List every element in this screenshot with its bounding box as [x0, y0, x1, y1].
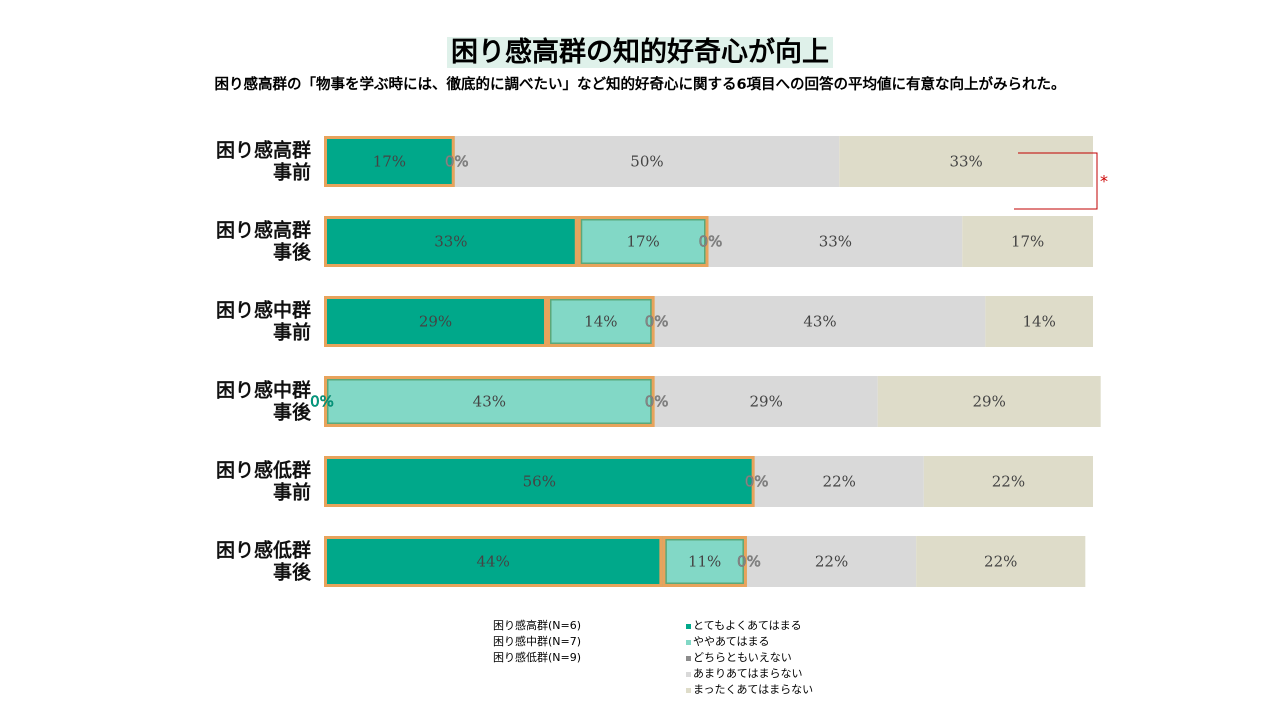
- legend-entry: あまりあてはまらない: [686, 666, 813, 682]
- zero-data-label: 0%: [699, 233, 723, 251]
- bar-segment-border: [324, 136, 455, 187]
- row-label-timing: 事後: [273, 241, 312, 264]
- legend-swatch: [686, 671, 691, 677]
- data-label: 17%: [626, 233, 659, 251]
- data-label: 56%: [523, 473, 556, 491]
- row-label-group: 困り感高群: [216, 139, 311, 162]
- zero-data-label: 0%: [645, 313, 669, 331]
- data-label: 11%: [688, 553, 721, 571]
- response-legend: とてもよくあてはまる ややあてはまるどちらともいえない あまりあてはまらない まったく…: [686, 618, 813, 698]
- legend-label: とてもよくあてはまる: [693, 619, 802, 632]
- bar-segment-inner-border: [326, 378, 653, 425]
- legend-label: どちらともいえない: [693, 651, 792, 664]
- data-label: 50%: [630, 153, 663, 171]
- row-label-timing: 事前: [273, 481, 311, 504]
- bar-segment: [324, 376, 655, 427]
- row-label-timing: 事前: [273, 161, 311, 184]
- data-label: 33%: [819, 233, 852, 251]
- bar-segment: [916, 536, 1086, 587]
- bar-segment: [324, 136, 455, 187]
- legend-swatch: [686, 639, 691, 645]
- legend-swatch: [686, 687, 691, 693]
- significance-bracket: [1014, 152, 1098, 210]
- zero-data-label: 0%: [445, 153, 469, 171]
- data-label: 29%: [419, 313, 452, 331]
- data-label: 14%: [584, 313, 617, 331]
- row-label-group: 困り感高群: [216, 219, 311, 242]
- bar-segment: [577, 216, 709, 267]
- data-label: 22%: [815, 553, 848, 571]
- bar-segment: [662, 536, 747, 587]
- bar-segment: [839, 136, 1093, 187]
- bar-segment: [962, 216, 1093, 267]
- bar-segment: [654, 296, 986, 347]
- chart-title: 困り感高群の知的好奇心が向上: [0, 30, 1280, 69]
- bar-segment: [324, 296, 548, 347]
- bar-segment: [985, 296, 1093, 347]
- bar-segment: [454, 136, 840, 187]
- bar-segment: [923, 456, 1093, 507]
- legend-swatch: [686, 655, 691, 661]
- data-label: 43%: [803, 313, 836, 331]
- data-label: 22%: [992, 473, 1025, 491]
- legend-entry: とてもよくあてはまる: [686, 618, 813, 634]
- data-label: 22%: [823, 473, 856, 491]
- legend-label: ややあてはまる: [693, 635, 770, 648]
- group-legend: 困り感高群(N=6) 困り感中群(N=7) 困り感低群(N=9): [493, 618, 581, 666]
- bar-segment: [754, 456, 924, 507]
- legend-label: まったくあてはまらない: [693, 683, 814, 696]
- row-label-group: 困り感中群: [216, 379, 311, 402]
- bar-segment-border: [662, 536, 747, 587]
- bar-segment-border: [324, 216, 578, 267]
- row-label-timing: 事後: [273, 561, 312, 584]
- legend-entry: まったくあてはまらない: [686, 682, 813, 698]
- bar-segment: [324, 216, 578, 267]
- data-label: 33%: [434, 233, 467, 251]
- data-label: 22%: [984, 553, 1017, 571]
- zero-data-label: 0%: [310, 393, 334, 411]
- row-label-group: 困り感低群: [216, 539, 311, 562]
- bar-segment: [324, 456, 755, 507]
- zero-data-label: 0%: [645, 393, 669, 411]
- group-legend-item: 困り感低群(N=9): [493, 651, 582, 664]
- zero-data-label: 0%: [737, 553, 761, 571]
- bar-segment-border: [577, 216, 709, 267]
- bar-segment-inner-border: [549, 298, 653, 345]
- group-legend-item: 困り感高群(N=6): [493, 619, 582, 632]
- data-label: 43%: [473, 393, 506, 411]
- bar-segment: [547, 296, 655, 347]
- bar-segment-border: [324, 536, 663, 587]
- bar-segment-border: [324, 376, 655, 427]
- legend-label: あまりあてはまらない: [693, 667, 803, 680]
- legend-entry: ややあてはまる: [686, 634, 813, 650]
- data-label: 14%: [1022, 313, 1055, 331]
- bar-segment: [746, 536, 917, 587]
- bar-segment-border: [324, 456, 755, 507]
- bar-segment-inner-border: [664, 538, 745, 585]
- row-label-timing: 事後: [273, 401, 312, 424]
- legend-entry: どちらともいえない: [686, 650, 813, 666]
- bar-segment-border: [324, 296, 548, 347]
- data-label: 44%: [477, 553, 510, 571]
- legend-swatch: [686, 623, 691, 629]
- bar-segment: [708, 216, 963, 267]
- bar-segment: [654, 376, 878, 427]
- data-label: 29%: [973, 393, 1006, 411]
- bar-segment: [324, 536, 663, 587]
- row-label-timing: 事前: [273, 321, 311, 344]
- row-label-group: 困り感中群: [216, 299, 311, 322]
- bar-segment-border: [547, 296, 655, 347]
- bar-segment-inner-border: [580, 218, 707, 265]
- data-label: 17%: [373, 153, 406, 171]
- bar-segment: [877, 376, 1101, 427]
- chart-subtitle: 困り感高群の「物事を学ぶ時には、徹底的に調べたい」など知的好奇心に関する6項目へ…: [214, 77, 1066, 93]
- significance-marker: *: [1100, 172, 1108, 191]
- zero-data-label: 0%: [745, 473, 769, 491]
- group-legend-item: 困り感中群(N=7): [493, 635, 582, 648]
- row-label-group: 困り感低群: [216, 459, 311, 482]
- data-label: 33%: [949, 153, 982, 171]
- data-label: 17%: [1011, 233, 1044, 251]
- data-label: 29%: [750, 393, 783, 411]
